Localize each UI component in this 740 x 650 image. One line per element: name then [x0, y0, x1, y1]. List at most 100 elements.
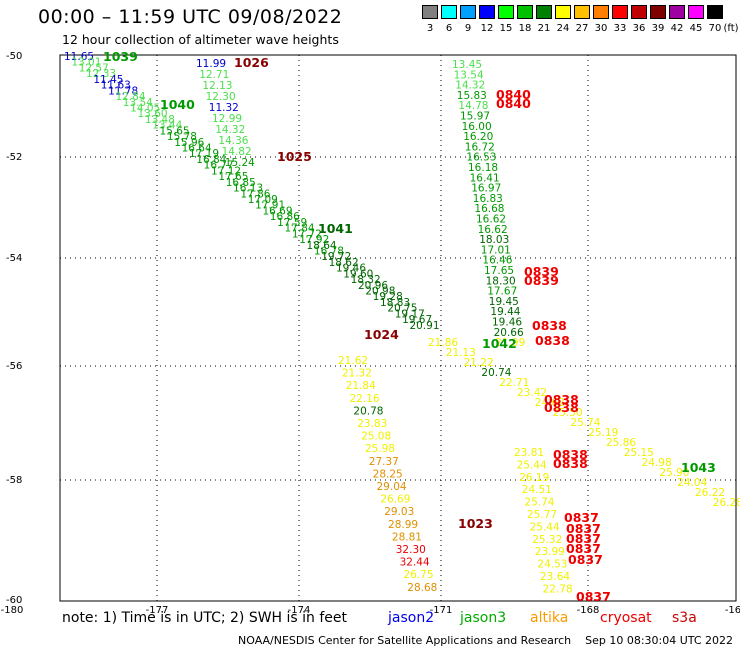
swh-value: 16.18: [468, 162, 498, 174]
swh-value: 12.13: [202, 80, 232, 92]
swh-value: 13.44: [152, 120, 182, 132]
swh-value: 17.65: [218, 171, 248, 183]
swh-value: 25.19: [588, 427, 618, 439]
swh-value: 12.84: [115, 91, 145, 103]
swh-value: 28.99: [388, 519, 418, 531]
legend-swatch-6: [441, 5, 457, 19]
legend-swatch-24: [555, 5, 571, 19]
swh-value: 16.77: [204, 160, 234, 172]
x-axis-label: -16: [725, 605, 740, 616]
swh-value: 16.00: [462, 121, 492, 133]
swh-value: 16.84: [196, 154, 226, 166]
swh-value: 17.01: [481, 244, 511, 256]
swh-value: 26.19: [519, 472, 549, 484]
swh-value: 12.71: [199, 69, 229, 81]
swh-value: 19.45: [489, 296, 519, 308]
pass-time-label: 0837: [576, 589, 611, 604]
swh-value: 20.96: [358, 280, 388, 292]
swh-value: 13.48: [145, 114, 175, 126]
legend-swatch-45: [688, 5, 704, 19]
credit-line: NOAA/NESDIS Center for Satellite Applica…: [238, 634, 734, 647]
swh-value: 18.30: [486, 275, 516, 287]
swh-value: 26.28: [713, 497, 740, 509]
legend-swatch-27: [574, 5, 590, 19]
swh-value: 19.46: [492, 317, 522, 329]
swh-value: 26.75: [403, 569, 433, 581]
swh-value: 21.84: [346, 380, 376, 392]
swh-value: 16.78: [314, 245, 344, 257]
swh-value: 21.13: [446, 347, 476, 359]
pass-time-label: 0840: [496, 87, 531, 102]
pass-time-label: 1043: [681, 460, 716, 475]
swh-value: 23.42: [517, 387, 547, 399]
swh-value: 24.51: [522, 484, 552, 496]
legend-swatch-33: [612, 5, 628, 19]
legend-value-3: 3: [426, 23, 434, 34]
legend-value-9: 9: [464, 23, 472, 34]
legend-value-12: 12: [480, 23, 494, 34]
swh-value: 13.60: [138, 108, 168, 120]
swh-value: 18.03: [479, 234, 509, 246]
y-axis-label: -56: [6, 361, 22, 372]
y-axis-label: -52: [6, 152, 22, 163]
pass-time-layer: 1039 1040 1026 1025 1041 1024 1042 1023 1043 0840…: [103, 49, 716, 604]
swh-value: 20.66: [494, 327, 524, 339]
swh-value: 21.86: [428, 337, 458, 349]
legend-swatch-39: [650, 5, 666, 19]
y-axis-label: -60: [6, 595, 22, 606]
swh-value: 19.46: [336, 263, 366, 275]
swh-value: 19.17: [395, 308, 425, 320]
legend-swatch-9: [460, 5, 476, 19]
legend-value-30: 30: [594, 23, 608, 34]
swh-value: 14.36: [218, 135, 248, 147]
swh-value: 24.62: [535, 397, 565, 409]
legend-altika: altika: [530, 610, 569, 626]
swh-value: 25.50: [553, 407, 583, 419]
swh-value: 26.22: [695, 487, 725, 499]
swh-value: 15.83: [457, 90, 487, 102]
swh-value: 16.62: [476, 214, 506, 226]
pass-time-label: 0837: [566, 521, 601, 536]
pass-time-label: 0838: [532, 318, 567, 333]
swh-value: 12.30: [206, 91, 236, 103]
legend-swatch-70: [707, 5, 723, 19]
swh-value: 16.13: [233, 183, 263, 195]
y-axis-label: -54: [6, 253, 22, 264]
swh-value: 17.84: [285, 223, 315, 235]
swh-value: 21.32: [342, 368, 372, 380]
swh-value: 11.32: [209, 102, 239, 114]
y-axis-label: -58: [6, 475, 22, 486]
swh-value: 23.81: [514, 447, 544, 459]
swh-value: 16.41: [470, 172, 500, 184]
swh-value: 22.71: [499, 377, 529, 389]
pass-time-label: 1025: [277, 149, 312, 164]
pass-time-label: 1023: [458, 516, 493, 531]
swh-value: 15.65: [160, 125, 190, 137]
pass-time-label: 0838: [553, 456, 588, 471]
swh-value: 17.91: [255, 200, 285, 212]
units-note: note: 1) Time is in UTC; 2) SWH is in fe…: [62, 610, 348, 626]
x-axis-labels: -180 -177 -174 -171 -168 -16: [1, 605, 740, 616]
legend-swatch-36: [631, 5, 647, 19]
swh-value: 22.78: [543, 583, 573, 595]
swh-value: 20.75: [387, 303, 417, 315]
swh-value: 19.67: [402, 314, 432, 326]
swh-value: 17.67: [487, 286, 517, 298]
swh-value: 17.59: [277, 217, 307, 229]
swh-value: 18.83: [380, 297, 410, 309]
swh-value: 22.16: [350, 393, 380, 405]
swh-value: 21.99: [495, 337, 525, 349]
legend-swatch-3: [422, 5, 438, 19]
legend-value-15: 15: [499, 23, 513, 34]
swh-values-layer: 11.6513.0112.5712.3311.4511.6311.7812.84…: [64, 51, 740, 595]
map-grid: [60, 55, 736, 601]
swh-value: 14.32: [215, 124, 245, 136]
swh-value: 28.25: [373, 468, 403, 480]
swh-value: 16.83: [473, 193, 503, 205]
legend-value-24: 24: [556, 23, 570, 34]
map-frame: [59, 54, 737, 602]
swh-value: 25.90: [659, 467, 689, 479]
swh-value: 28.68: [407, 582, 437, 594]
swh-value: 21.62: [338, 355, 368, 367]
x-axis-label: -177: [146, 605, 169, 616]
